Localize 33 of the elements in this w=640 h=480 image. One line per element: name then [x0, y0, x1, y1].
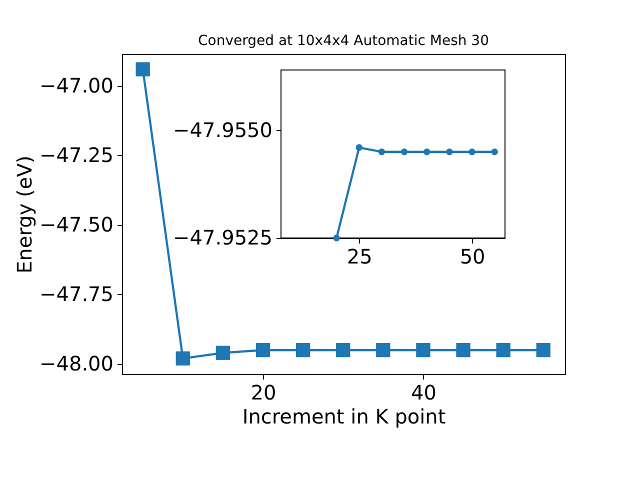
y-tick-label: −47.50	[39, 212, 114, 236]
point	[416, 343, 430, 358]
point	[296, 343, 310, 358]
point	[491, 148, 498, 156]
point	[424, 148, 430, 156]
y-tick-label: −47.00	[39, 73, 114, 98]
y-tick-label: −47.75	[39, 282, 114, 306]
y-tick-label: −48.00	[39, 351, 114, 376]
point	[446, 148, 453, 156]
point	[336, 343, 350, 358]
point	[536, 343, 550, 358]
chart-title: Converged at 10x4x4 Automatic Mesh 30	[198, 33, 489, 49]
y-axis-title: Energy (eV)	[12, 156, 36, 274]
y-tick-label: −47.9550	[173, 118, 272, 142]
x-tick-label: 50	[460, 244, 486, 268]
x-tick-label: 25	[346, 244, 372, 268]
x-tick-label: 20	[250, 380, 276, 404]
x-tick-label: 40	[410, 380, 436, 404]
y-tick-label: −47.9525	[173, 226, 272, 250]
point	[468, 148, 476, 156]
point	[496, 343, 510, 358]
point	[333, 234, 340, 242]
point	[378, 148, 386, 156]
x-axis-title: Increment in K point	[242, 404, 446, 428]
point	[136, 62, 150, 76]
point	[216, 346, 230, 360]
point	[356, 144, 362, 151]
point	[376, 343, 390, 358]
point	[456, 343, 470, 358]
point	[256, 343, 270, 358]
point	[400, 148, 408, 156]
y-tick-label: −47.25	[39, 142, 114, 167]
point	[176, 351, 190, 366]
